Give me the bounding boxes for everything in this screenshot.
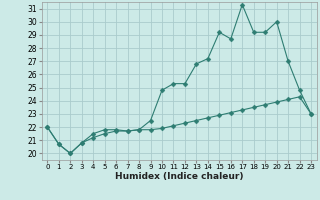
- X-axis label: Humidex (Indice chaleur): Humidex (Indice chaleur): [115, 172, 244, 181]
